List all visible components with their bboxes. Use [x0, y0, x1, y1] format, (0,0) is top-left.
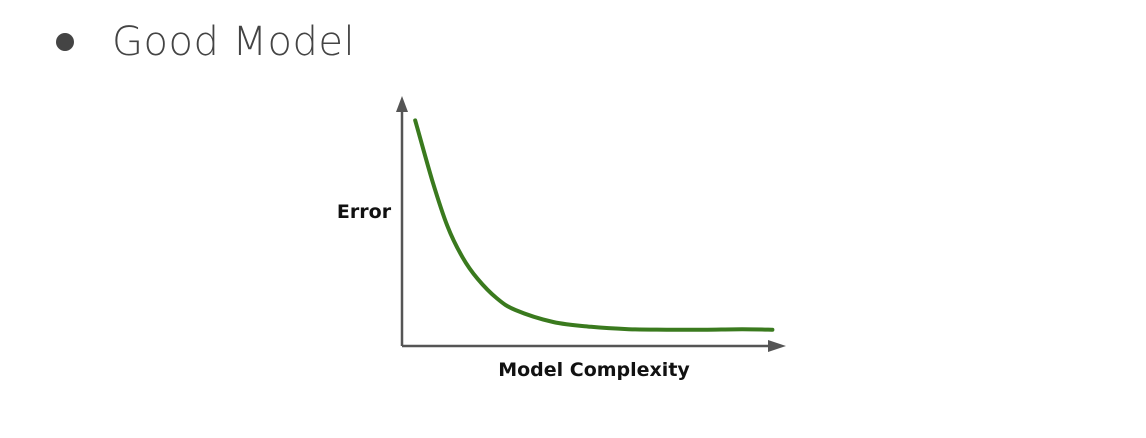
- x-axis-arrowhead: [768, 340, 786, 352]
- slide-title: Good Model: [112, 19, 356, 65]
- y-axis-arrowhead: [396, 96, 408, 112]
- error-curve: [413, 118, 775, 332]
- x-axis-label: Model Complexity: [498, 359, 690, 381]
- y-axis-label: Error: [337, 201, 392, 223]
- bullet-dot-icon: [56, 33, 74, 51]
- bullet-item: Good Model: [56, 12, 355, 72]
